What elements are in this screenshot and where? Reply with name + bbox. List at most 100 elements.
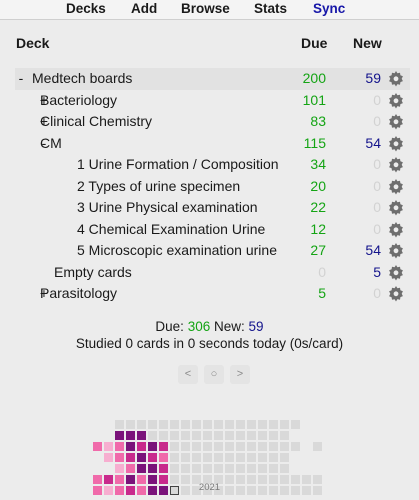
heatmap-day-cell xyxy=(269,464,278,473)
gear-icon[interactable] xyxy=(388,243,404,259)
heatmap-day-cell xyxy=(115,475,124,484)
deck-name-link[interactable]: Empty cards xyxy=(54,263,132,280)
heatmap-day-cell xyxy=(159,486,168,495)
heatmap-day-cell xyxy=(203,464,212,473)
heatmap-day-cell xyxy=(170,420,179,429)
new-count: 0 xyxy=(373,177,381,194)
collapse-toggle[interactable]: - xyxy=(41,134,47,151)
heatmap-day-cell xyxy=(269,431,278,440)
deck-row: Empty cards 0 5 xyxy=(15,262,410,284)
gear-icon[interactable] xyxy=(388,135,404,152)
review-heatmap xyxy=(0,396,419,495)
heatmap-today-button[interactable]: ○ xyxy=(204,365,224,384)
heatmap-day-cell xyxy=(203,486,212,495)
heatmap-day-cell xyxy=(93,442,102,451)
heatmap-day-cell xyxy=(170,475,179,484)
heatmap-day-cell xyxy=(236,420,245,429)
heatmap-day-cell xyxy=(137,420,146,429)
gear-icon[interactable] xyxy=(388,114,404,130)
deck-name-link[interactable]: Bacteriology xyxy=(40,91,118,108)
gear-icon[interactable] xyxy=(388,200,404,216)
expand-toggle[interactable]: + xyxy=(39,113,49,129)
heatmap-day-cell xyxy=(203,420,212,429)
heatmap-day-cell xyxy=(181,453,190,462)
heatmap-day-cell xyxy=(115,453,124,462)
tab-add[interactable]: Add xyxy=(131,1,158,16)
gear-icon[interactable] xyxy=(388,221,404,238)
heatmap-day-cell xyxy=(170,453,179,462)
heatmap-day-cell xyxy=(181,442,190,451)
collapse-toggle[interactable]: - xyxy=(18,70,24,86)
heatmap-day-cell xyxy=(236,453,245,462)
deck-name-link[interactable]: 5 Microscopic examination urine xyxy=(77,242,277,258)
due-count: 20 xyxy=(310,177,326,194)
tab-decks[interactable]: Decks xyxy=(66,1,106,16)
deck-row: 3 Urine Physical examination 22 0 xyxy=(15,197,410,219)
heatmap-day-cell xyxy=(115,486,124,495)
deck-name-link[interactable]: 1 Urine Formation / Composition xyxy=(77,156,279,172)
deck-name-link[interactable]: Clinical Chemistry xyxy=(40,113,153,129)
heatmap-day-cell xyxy=(302,486,311,495)
due-count: 5 xyxy=(318,285,326,301)
gear-icon[interactable] xyxy=(388,178,404,195)
deck-name-link[interactable]: Medtech boards xyxy=(32,70,133,86)
heatmap-day-cell xyxy=(159,431,168,440)
heatmap-day-cell xyxy=(280,464,289,473)
new-count: 59 xyxy=(365,70,381,86)
due-count: 200 xyxy=(302,70,326,86)
heatmap-day-cell xyxy=(225,431,234,440)
heatmap-day-cell xyxy=(225,453,234,462)
heatmap-day-cell xyxy=(192,420,201,429)
due-count: 34 xyxy=(310,156,326,172)
heatmap-day-cell xyxy=(280,431,289,440)
gear-icon[interactable] xyxy=(388,157,404,173)
due-column-header: Due xyxy=(301,35,328,51)
heatmap-day-cell xyxy=(93,486,102,495)
deck-name-link[interactable]: 2 Types of urine specimen xyxy=(77,177,241,194)
tab-browse[interactable]: Browse xyxy=(181,1,230,16)
deck-row: + Clinical Chemistry 83 0 xyxy=(15,111,410,133)
deck-name-link[interactable]: 3 Urine Physical examination xyxy=(77,199,258,215)
heatmap-day-cell xyxy=(192,442,201,451)
deck-name-link[interactable]: 4 Chemical Examination Urine xyxy=(77,220,266,237)
new-count: 0 xyxy=(373,91,381,108)
new-count: 54 xyxy=(365,134,381,151)
heatmap-day-cell xyxy=(137,464,146,473)
heatmap-day-cell xyxy=(192,453,201,462)
heatmap-day-cell xyxy=(148,475,157,484)
heatmap-day-cell xyxy=(258,464,267,473)
new-count: 5 xyxy=(373,263,381,280)
heatmap-day-cell xyxy=(247,420,256,429)
heatmap-day-cell xyxy=(148,486,157,495)
gear-icon[interactable] xyxy=(388,264,404,281)
due-count: 83 xyxy=(310,113,326,129)
gear-icon[interactable] xyxy=(388,71,404,87)
expand-toggle[interactable]: + xyxy=(39,285,49,301)
new-count: 0 xyxy=(373,285,381,301)
tab-sync[interactable]: Sync xyxy=(313,1,346,16)
tab-stats[interactable]: Stats xyxy=(254,1,288,16)
heatmap-day-cell xyxy=(137,431,146,440)
heatmap-day-cell xyxy=(214,486,223,495)
deck-name-link[interactable]: CM xyxy=(40,134,62,151)
heatmap-day-cell xyxy=(192,486,201,495)
due-count: 101 xyxy=(302,91,326,108)
heatmap-year-label: 2021 xyxy=(198,482,221,493)
heatmap-day-cell xyxy=(192,431,201,440)
heatmap-day-cell xyxy=(269,475,278,484)
heatmap-next-button[interactable]: > xyxy=(230,365,250,384)
expand-toggle[interactable]: + xyxy=(39,91,49,108)
heatmap-day-cell xyxy=(280,420,289,429)
heatmap-day-cell xyxy=(170,442,179,451)
gear-icon[interactable] xyxy=(388,286,404,302)
heatmap-day-cell xyxy=(291,442,300,451)
heatmap-day-cell xyxy=(126,475,135,484)
heatmap-day-cell xyxy=(280,453,289,462)
heatmap-day-cell xyxy=(115,442,124,451)
heatmap-day-cell xyxy=(280,442,289,451)
gear-icon[interactable] xyxy=(388,92,404,109)
heatmap-day-cell xyxy=(280,486,289,495)
deck-name-link[interactable]: Parasitology xyxy=(40,285,118,301)
due-count: 12 xyxy=(310,220,326,237)
heatmap-prev-button[interactable]: < xyxy=(178,365,198,384)
